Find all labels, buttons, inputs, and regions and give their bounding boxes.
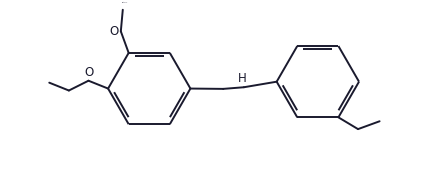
Text: methoxy: methoxy (122, 1, 128, 3)
Text: H: H (238, 72, 246, 85)
Text: O: O (85, 66, 94, 79)
Text: O: O (109, 25, 119, 38)
